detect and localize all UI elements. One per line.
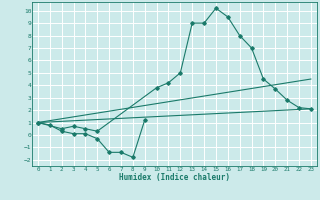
X-axis label: Humidex (Indice chaleur): Humidex (Indice chaleur) bbox=[119, 173, 230, 182]
